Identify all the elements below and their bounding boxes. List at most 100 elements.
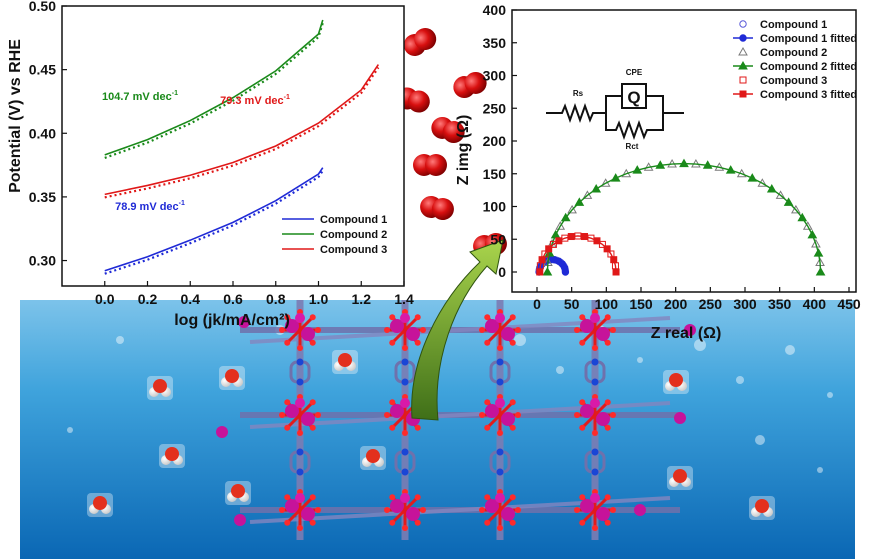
metal-cluster-node bbox=[384, 309, 426, 351]
tafel-slope-label-3: 79.3 mV dec-1 bbox=[220, 94, 290, 107]
nyquist-fit-marker bbox=[783, 197, 794, 206]
metal-cluster-node bbox=[574, 309, 616, 351]
metal-atom bbox=[234, 514, 246, 526]
nyquist-y-tick-label: 250 bbox=[483, 100, 507, 116]
oxygen-atom bbox=[425, 154, 447, 176]
metal-atom bbox=[285, 404, 299, 418]
tafel-y-tick-label: 0.30 bbox=[29, 253, 56, 269]
tafel-slope-value: 79.3 mV dec bbox=[220, 95, 284, 107]
water-molecule bbox=[332, 350, 358, 374]
tafel-x-axis: 0.0 0.2 0.4 0.6 0.8 1.0 1.2 1.4 bbox=[95, 281, 414, 307]
nyquist-fit-marker bbox=[702, 160, 713, 169]
metal-atom bbox=[295, 398, 305, 408]
tafel-slope-value: 104.7 mV dec bbox=[102, 91, 172, 103]
oxygen-atom bbox=[402, 345, 408, 351]
oxygen-atom bbox=[315, 412, 321, 418]
nyquist-data-point bbox=[549, 240, 557, 248]
nitrogen-atom bbox=[591, 448, 599, 456]
oxygen-atom bbox=[604, 519, 611, 526]
tafel-y-tick-label: 0.40 bbox=[29, 125, 56, 141]
oxygen-atom bbox=[284, 494, 291, 501]
oxygen-atom bbox=[610, 507, 616, 513]
nyquist-fit-marker bbox=[807, 229, 818, 239]
oxygen-molecule bbox=[403, 28, 437, 56]
metal-cluster-node bbox=[574, 394, 616, 436]
bubble bbox=[817, 467, 823, 473]
oxygen-atom bbox=[579, 399, 586, 406]
metal-atom bbox=[580, 499, 594, 513]
oxygen-atom bbox=[431, 198, 454, 221]
water-molecule bbox=[147, 376, 173, 400]
tafel-x-tick-label: 0.0 bbox=[95, 291, 115, 307]
oxygen-atom bbox=[484, 424, 491, 431]
oxygen-atom bbox=[515, 327, 521, 333]
nyquist-legend-label-1: Compound 1 bbox=[760, 19, 827, 31]
oxygen-atom bbox=[755, 499, 769, 513]
tafel-series-group bbox=[104, 19, 380, 275]
nyquist-fit-marker bbox=[679, 158, 689, 168]
nyquist-fit-marker bbox=[610, 173, 621, 182]
tafel-y-axis: 0.30 0.35 0.40 0.45 0.50 bbox=[29, 0, 67, 269]
nyquist-fit-marker bbox=[612, 268, 620, 276]
oxygen-atom bbox=[509, 494, 516, 501]
tafel-x-tick-label: 0.2 bbox=[138, 291, 158, 307]
bubble bbox=[116, 336, 124, 344]
metal-atom bbox=[485, 404, 499, 418]
metal-atom bbox=[684, 324, 696, 336]
nyquist-fit-marker bbox=[725, 165, 736, 174]
nyquist-legend-marker-4 bbox=[738, 60, 748, 70]
oxygen-atom bbox=[389, 399, 396, 406]
tafel-slope-value: 78.9 mV dec bbox=[115, 201, 179, 213]
metal-oxygen-bond bbox=[298, 496, 314, 512]
oxygen-atom bbox=[579, 494, 586, 501]
bubble bbox=[694, 339, 706, 351]
oxygen-atom bbox=[389, 424, 396, 431]
oxygen-atom bbox=[509, 399, 516, 406]
nyquist-y-tick-label: 50 bbox=[490, 231, 506, 247]
oxygen-atom bbox=[579, 519, 586, 526]
oxygen-atom bbox=[389, 519, 396, 526]
oxygen-atom bbox=[309, 314, 316, 321]
metal-atom bbox=[580, 404, 594, 418]
metal-atom bbox=[390, 499, 404, 513]
nyquist-data-point bbox=[582, 190, 593, 199]
nyquist-x-tick-label: 200 bbox=[664, 296, 688, 312]
oxygen-atom bbox=[497, 525, 503, 531]
tafel-x-tick-label: 1.4 bbox=[394, 291, 414, 307]
nyquist-data-point bbox=[791, 204, 801, 214]
tafel-y-tick-label: 0.50 bbox=[29, 0, 56, 14]
oxygen-atom bbox=[384, 507, 390, 513]
tafel-x-tick-label: 0.4 bbox=[181, 291, 201, 307]
nyquist-y-tick-label: 0 bbox=[498, 264, 506, 280]
nyquist-fit-marker bbox=[747, 173, 758, 182]
nitrogen-atom bbox=[296, 448, 304, 456]
oxygen-atom bbox=[402, 525, 408, 531]
metal-atom bbox=[285, 319, 299, 333]
oxygen-atom bbox=[604, 314, 611, 321]
nitrogen-atom bbox=[591, 468, 599, 476]
oxygen-atom bbox=[384, 412, 390, 418]
water-molecule bbox=[667, 466, 693, 490]
nyquist-y-tick-label: 200 bbox=[483, 133, 507, 149]
oxygen-molecule bbox=[420, 195, 454, 221]
nitrogen-atom bbox=[296, 378, 304, 386]
oxygen-atom bbox=[604, 424, 611, 431]
tafel-legend-label-2: Compound 2 bbox=[320, 229, 387, 241]
oxygen-atom bbox=[297, 430, 303, 436]
nitrogen-atom bbox=[401, 358, 409, 366]
nitrogen-atom bbox=[401, 378, 409, 386]
metal-oxygen-bond bbox=[498, 401, 514, 417]
cpe-box bbox=[621, 83, 647, 109]
metal-cluster-node bbox=[479, 489, 521, 531]
tafel-y-tick-label: 0.45 bbox=[29, 62, 56, 78]
oxygen-atom bbox=[515, 507, 521, 513]
oxygen-atom bbox=[574, 412, 580, 418]
nyquist-fit-curve-6 bbox=[539, 235, 617, 273]
oxygen-atom bbox=[389, 494, 396, 501]
oxygen-atom bbox=[484, 399, 491, 406]
metal-atom bbox=[390, 404, 404, 418]
tafel-slope-label-2: 104.7 mV dec-1 bbox=[102, 90, 178, 103]
metal-oxygen-bond bbox=[498, 316, 514, 332]
nyquist-fit-marker bbox=[766, 183, 777, 193]
